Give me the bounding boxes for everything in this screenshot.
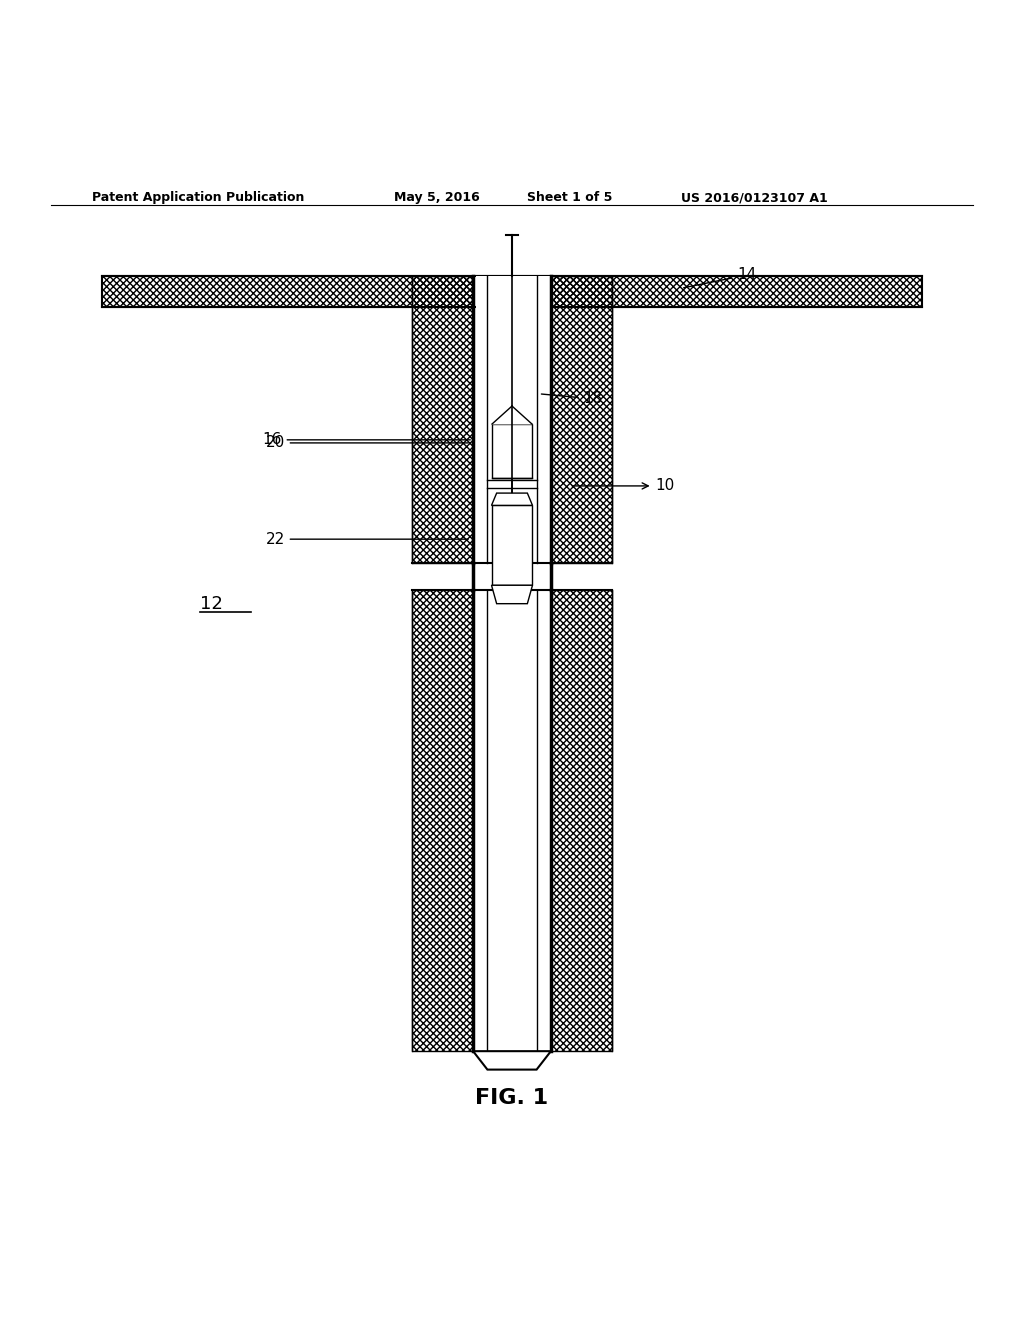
Bar (551, 276, 612, 562)
Bar (473, 562, 551, 590)
Bar (102, 276, 922, 306)
Bar (537, 590, 551, 1051)
Bar (487, 276, 537, 562)
Bar (102, 276, 922, 306)
Bar (475, 276, 490, 562)
Bar (487, 590, 537, 1051)
Bar (473, 276, 551, 562)
Text: Patent Application Publication: Patent Application Publication (92, 191, 304, 205)
Polygon shape (492, 494, 532, 506)
Text: 10: 10 (572, 478, 675, 494)
Bar (473, 590, 487, 1051)
Text: 16: 16 (262, 433, 470, 447)
Text: May 5, 2016: May 5, 2016 (394, 191, 480, 205)
Bar (551, 590, 612, 1051)
Bar (412, 590, 473, 1051)
Text: 12: 12 (200, 595, 222, 612)
Polygon shape (473, 1051, 551, 1069)
Text: US 2016/0123107 A1: US 2016/0123107 A1 (681, 191, 827, 205)
Bar (492, 506, 532, 585)
Text: FIG. 1: FIG. 1 (475, 1088, 549, 1109)
Text: 14: 14 (684, 268, 757, 288)
Text: Sheet 1 of 5: Sheet 1 of 5 (527, 191, 612, 205)
Bar (412, 276, 473, 562)
Text: 20: 20 (265, 436, 468, 450)
Polygon shape (492, 407, 532, 425)
Bar (473, 590, 551, 1051)
Bar (537, 276, 551, 562)
Text: 22: 22 (265, 532, 468, 546)
Polygon shape (492, 585, 532, 603)
Text: 18: 18 (542, 391, 603, 407)
Bar (492, 425, 532, 478)
